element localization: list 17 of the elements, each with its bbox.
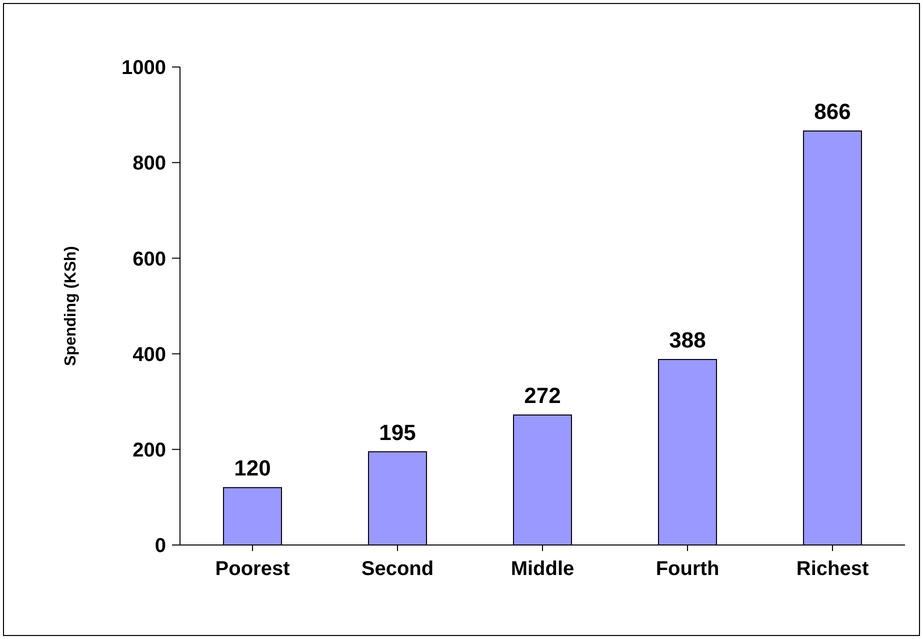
x-tick-label: Middle xyxy=(510,558,574,580)
x-tick-label: Second xyxy=(361,558,434,580)
y-tick-label: 200 xyxy=(132,440,166,462)
data-label: 272 xyxy=(524,382,561,408)
data-label: 866 xyxy=(814,99,851,124)
y-tick-label: 0 xyxy=(154,535,166,558)
y-tick-label: 800 xyxy=(132,152,166,175)
x-tick-label: Poorest xyxy=(215,558,290,580)
data-label: 120 xyxy=(234,456,271,481)
x-tick-label: Richest xyxy=(796,558,869,580)
data-label: 195 xyxy=(379,420,416,445)
y-tick-label: 1000 xyxy=(122,57,166,80)
y-tick-label: 600 xyxy=(132,248,166,270)
y-tick-label: 400 xyxy=(132,344,166,366)
data-label: 388 xyxy=(669,328,706,353)
x-tick-label: Fourth xyxy=(656,558,720,580)
y-axis-title: Spending (KSh) xyxy=(62,246,80,366)
